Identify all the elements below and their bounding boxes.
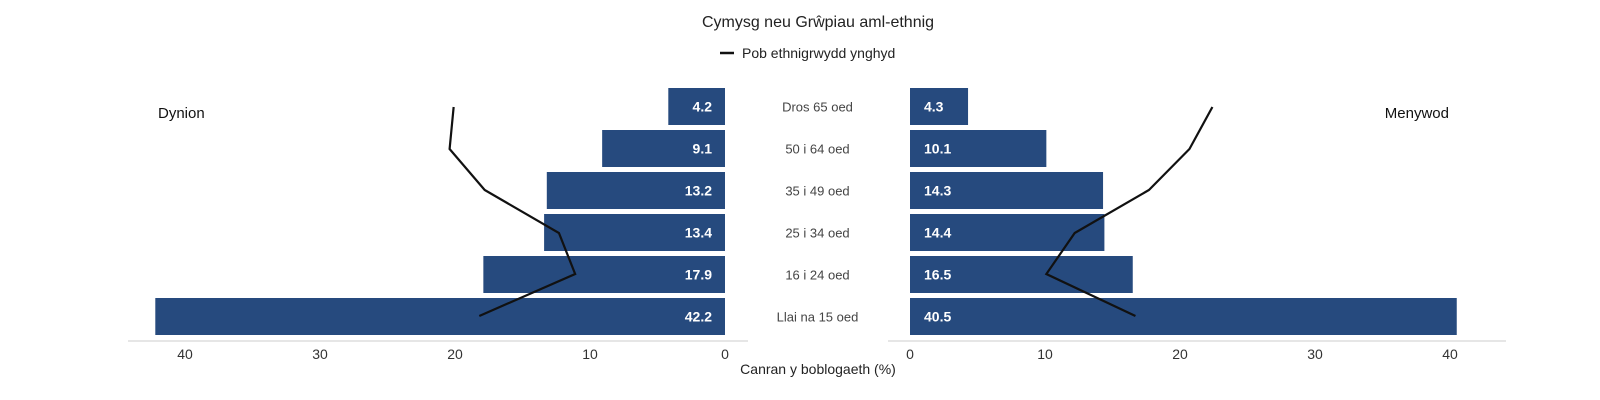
bar-men bbox=[483, 256, 725, 293]
bar-women bbox=[910, 88, 969, 125]
bar-value-label-women: 4.3 bbox=[924, 99, 944, 115]
x-tick-label-right: 20 bbox=[1172, 346, 1188, 362]
bar-value-label-men: 13.4 bbox=[685, 225, 712, 241]
bar-women bbox=[910, 172, 1104, 209]
x-tick-label-left: 20 bbox=[447, 346, 463, 362]
bar-value-label-men: 42.2 bbox=[685, 309, 712, 325]
men-bars: 4.2 9.1 13.2 13.4 17.9 42.2 bbox=[155, 88, 726, 335]
x-tick-label-right: 40 bbox=[1442, 346, 1458, 362]
bar-men bbox=[155, 298, 726, 335]
category-label: 16 i 24 oed bbox=[785, 268, 849, 283]
reference-line-men bbox=[448, 106, 577, 318]
left-side-label: Dynion bbox=[158, 105, 205, 122]
age-category-labels: Dros 65 oed 50 i 64 oed 35 i 49 oed 25 i 34… bbox=[777, 100, 859, 325]
x-axis-label: Canran y boblogaeth (%) bbox=[740, 361, 896, 377]
bar-value-label-women: 16.5 bbox=[924, 267, 951, 283]
bar-men bbox=[544, 214, 725, 251]
x-tick-label-left: 10 bbox=[582, 346, 598, 362]
x-tick-label-left: 40 bbox=[177, 346, 193, 362]
x-tick-label-left: 30 bbox=[312, 346, 328, 362]
category-label: 50 i 64 oed bbox=[785, 142, 849, 157]
bar-value-label-men: 17.9 bbox=[685, 267, 712, 283]
reference-line-women bbox=[1044, 106, 1214, 317]
bar-women bbox=[910, 256, 1133, 293]
x-tick-label-right: 30 bbox=[1307, 346, 1323, 362]
x-tick-label-left: 0 bbox=[721, 346, 729, 362]
category-label: 35 i 49 oed bbox=[785, 184, 849, 199]
bar-men bbox=[546, 172, 725, 209]
bar-value-label-women: 14.4 bbox=[924, 225, 951, 241]
women-bars: 4.3 10.1 14.3 14.4 16.5 40.5 bbox=[910, 88, 1457, 335]
axis-ticks: 40 30 20 10 0 0 10 20 30 40 bbox=[177, 346, 1458, 362]
chart-title: Cymysg neu Grŵpiau aml-ethnig bbox=[702, 14, 934, 31]
bar-women bbox=[910, 298, 1457, 335]
bar-value-label-women: 14.3 bbox=[924, 183, 951, 199]
bar-men bbox=[602, 130, 725, 167]
bar-value-label-men: 9.1 bbox=[693, 141, 713, 157]
bar-men bbox=[668, 88, 725, 125]
category-label: Dros 65 oed bbox=[782, 100, 853, 115]
bar-value-label-women: 40.5 bbox=[924, 309, 951, 325]
category-label: Llai na 15 oed bbox=[777, 310, 859, 325]
bar-value-label-men: 4.2 bbox=[693, 99, 713, 115]
bar-women bbox=[910, 130, 1047, 167]
category-label: 25 i 34 oed bbox=[785, 226, 849, 241]
right-side-label: Menywod bbox=[1385, 105, 1449, 122]
bar-value-label-men: 13.2 bbox=[685, 183, 712, 199]
x-tick-label-right: 0 bbox=[906, 346, 914, 362]
legend-label: Pob ethnigrwydd ynghyd bbox=[742, 45, 895, 61]
bar-value-label-women: 10.1 bbox=[924, 141, 951, 157]
bar-women bbox=[910, 214, 1105, 251]
x-tick-label-right: 10 bbox=[1037, 346, 1053, 362]
reference-lines bbox=[448, 106, 1214, 318]
